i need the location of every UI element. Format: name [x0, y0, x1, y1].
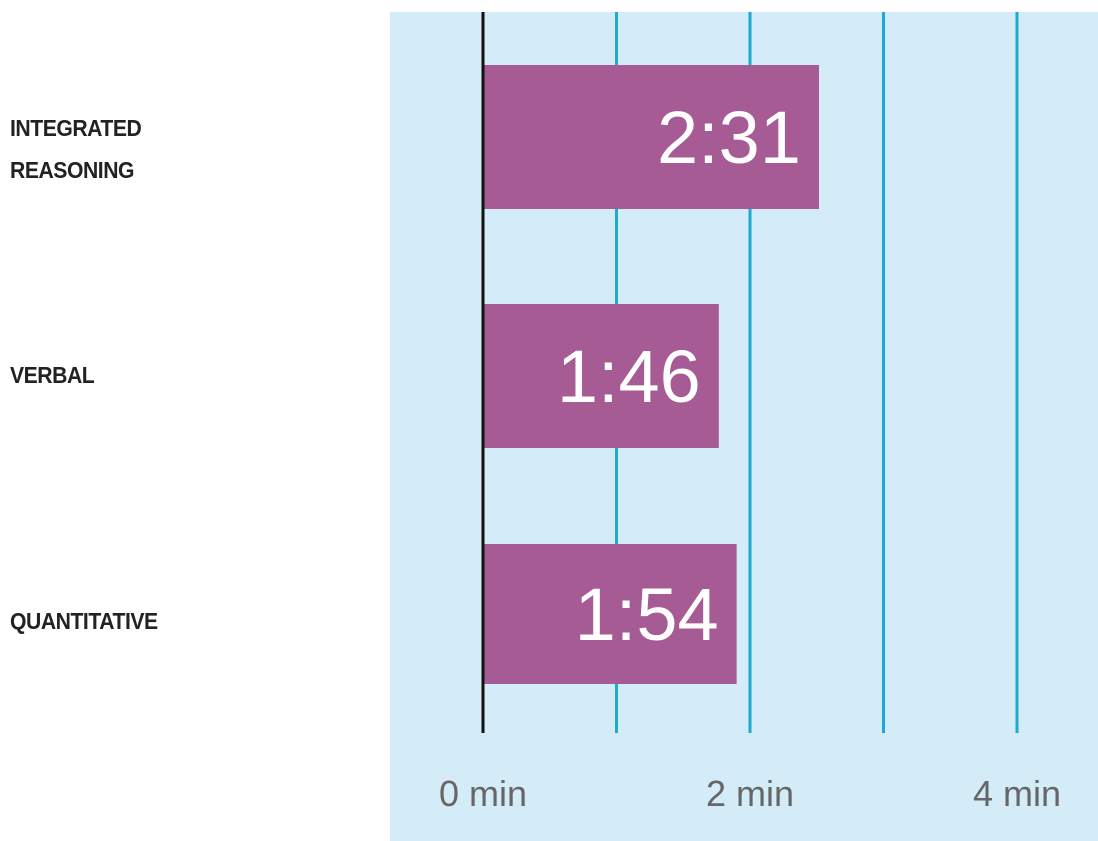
bar — [483, 544, 737, 684]
bar — [483, 304, 719, 448]
x-tick-label: 2 min — [706, 773, 794, 814]
bar-value-label: 1:54 — [575, 573, 719, 656]
category-label-line: INTEGRATED — [10, 115, 142, 141]
category-label-line: VERBAL — [10, 362, 95, 388]
category-label-verbal: VERBAL — [10, 354, 341, 396]
bar-value-label: 1:46 — [557, 335, 701, 418]
bar-value-label: 2:31 — [657, 96, 801, 179]
category-label-integrated-reasoning: INTEGRATED REASONING — [10, 107, 341, 191]
x-tick-label: 4 min — [973, 773, 1061, 814]
category-label-quantitative: QUANTITATIVE — [10, 600, 341, 642]
category-label-line: REASONING — [10, 157, 135, 183]
bar — [483, 65, 819, 209]
category-label-line: QUANTITATIVE — [10, 608, 158, 634]
x-tick-label: 0 min — [439, 773, 527, 814]
